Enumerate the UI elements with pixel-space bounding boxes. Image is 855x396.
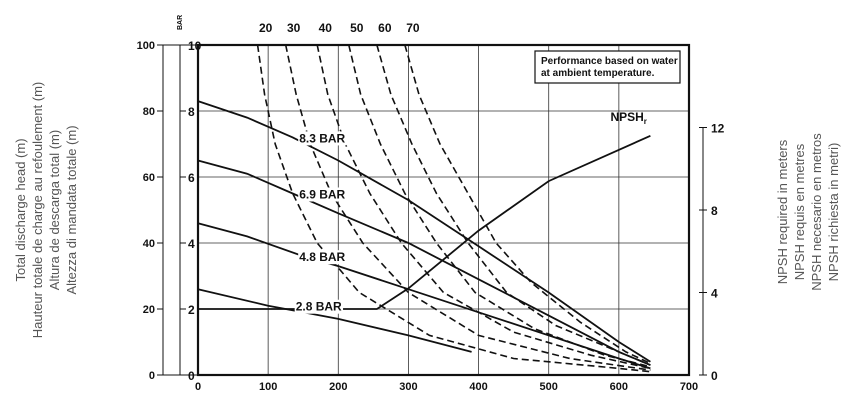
series-label: 2.8 BAR (296, 300, 342, 314)
top-scale-label: 30 (287, 21, 301, 35)
tick-labels: 0 100 200 300 400 500 600 700020406080100024681… (137, 15, 725, 393)
top-scale-label: 20 (259, 21, 273, 35)
y-tick-label-bar: 8 (188, 105, 195, 119)
npsh-axis-title-line: NPSH richiesta in metri) (826, 143, 841, 282)
series-label-npshr: NPSHr (610, 110, 646, 126)
y-tick-label-bar: 6 (188, 171, 195, 185)
y-tick-label-npsh: 12 (711, 122, 725, 136)
series-label-bg (298, 131, 347, 146)
y-tick-label-m: 80 (143, 106, 155, 118)
grid-lines (198, 45, 689, 375)
x-tick-label: 700 (680, 381, 698, 393)
series-label: 8.3 BAR (299, 131, 345, 145)
x-tick-label: 400 (469, 381, 487, 393)
top-scale-label: 70 (406, 21, 420, 35)
npsh-axis-title-line: NPSH necesario en metros (809, 133, 824, 291)
y-tick-label-bar: 10 (188, 39, 202, 53)
y-tick-label-npsh: 4 (711, 287, 718, 301)
note-box (534, 50, 681, 84)
note-line: Performance based on water (541, 56, 678, 67)
dashed-curve-70 (404, 44, 651, 365)
dashed-curve-50 (348, 44, 651, 368)
series-label-bg (294, 299, 344, 314)
curve-2-8-bar (197, 288, 472, 353)
y-tick-label-m: 60 (143, 172, 155, 184)
npsh-axis-title-line: NPSH requis en metres (792, 143, 807, 280)
dashed-curve-30 (284, 44, 651, 371)
y-tick-label-m: 100 (137, 40, 155, 52)
y-axis-title-line: Hauteur totale de charge au refoulement … (30, 82, 45, 339)
y-tick-label-npsh: 0 (711, 369, 718, 383)
series-label-bg (298, 187, 347, 202)
y-tick-label-m: 20 (143, 304, 155, 316)
y-tick-label-bar: 0 (188, 369, 195, 383)
npsh-axis-title-line: NPSH required in meters (775, 139, 790, 284)
y-tick-label-bar: 4 (188, 237, 195, 251)
x-tick-label: 500 (540, 381, 558, 393)
y-axis-title-left: Total discharge head (m) Hauteur totale d… (13, 82, 79, 339)
plot-frame (196, 43, 691, 377)
series-labels: 8.3 BAR 6.9 BAR 4.8 BAR 2.8 BAR NPSHr (294, 110, 647, 314)
top-scale-label: 50 (350, 21, 364, 35)
dashed-curve-60 (376, 44, 651, 366)
curve-npshr (198, 134, 651, 310)
y-tick-label-npsh: 8 (711, 204, 718, 218)
series-label-bg (298, 250, 347, 265)
y-axis-title-line: Altezza di mandata totale (m) (64, 125, 79, 294)
bar-unit-label: BAR (177, 15, 184, 30)
series-label: 6.9 BAR (299, 188, 345, 202)
axes (157, 43, 707, 377)
x-tick-label: 200 (329, 381, 347, 393)
series-label: 4.8 BAR (299, 250, 345, 264)
dashed-curve-40 (316, 44, 651, 370)
curve-6-9-bar (197, 159, 651, 366)
x-tick-label: 600 (610, 381, 628, 393)
curve-8-3-bar (197, 100, 651, 363)
x-tick-label: 0 (195, 381, 201, 393)
y-tick-label-m: 40 (143, 238, 155, 250)
note-line: at ambient temperature. (541, 68, 655, 79)
series-lines (197, 44, 651, 373)
y-axis-title-line: Total discharge head (m) (13, 138, 28, 281)
top-scale-label: 40 (319, 21, 333, 35)
y-axis-title-right: NPSH required in meters NPSH requis en me… (775, 133, 841, 291)
y-tick-label-m: 0 (149, 370, 155, 382)
y-tick-label-bar: 2 (188, 303, 195, 317)
top-scale-label: 60 (378, 21, 392, 35)
x-tick-label: 100 (259, 381, 277, 393)
x-tick-label: 300 (399, 381, 417, 393)
dashed-curve-20 (256, 44, 651, 373)
y-axis-title-line: Altura de descarga total (m) (47, 130, 62, 290)
